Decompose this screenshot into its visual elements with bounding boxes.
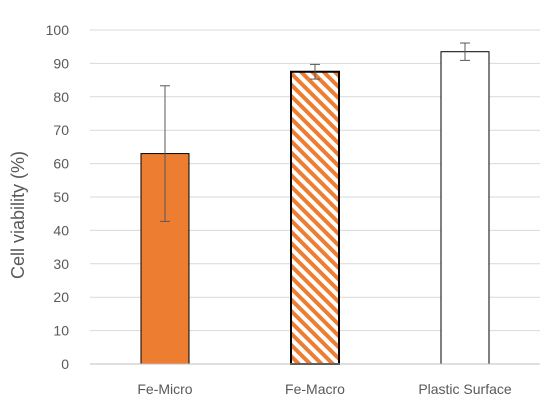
y-tick-label: 0 [61, 356, 69, 372]
x-axis-ticks: Fe-Micro Fe-Macro Plastic Surface [137, 381, 512, 397]
y-tick-label: 40 [53, 222, 69, 238]
bars [140, 51, 490, 365]
error-bar [160, 85, 170, 222]
x-tick-label: Plastic Surface [418, 381, 512, 397]
error-bars [160, 42, 470, 222]
error-bar [460, 42, 470, 61]
x-tick-label: Fe-Macro [285, 381, 345, 397]
error-bar [310, 63, 320, 80]
y-tick-label: 70 [53, 122, 69, 138]
y-tick-label: 90 [53, 55, 69, 71]
y-tick-label: 50 [53, 189, 69, 205]
bar-plastic-surface [440, 51, 490, 365]
bar-fe-macro [290, 70, 340, 365]
y-axis-ticks: 0 10 20 30 40 50 60 70 80 90 100 [46, 22, 70, 372]
y-tick-label: 10 [53, 323, 69, 339]
y-tick-label: 60 [53, 156, 69, 172]
y-tick-label: 30 [53, 256, 69, 272]
y-tick-label: 80 [53, 89, 69, 105]
y-tick-label: 100 [46, 22, 70, 38]
x-tick-label: Fe-Micro [137, 381, 192, 397]
y-axis-title: Cell viability (%) [8, 151, 28, 279]
y-tick-label: 20 [53, 289, 69, 305]
